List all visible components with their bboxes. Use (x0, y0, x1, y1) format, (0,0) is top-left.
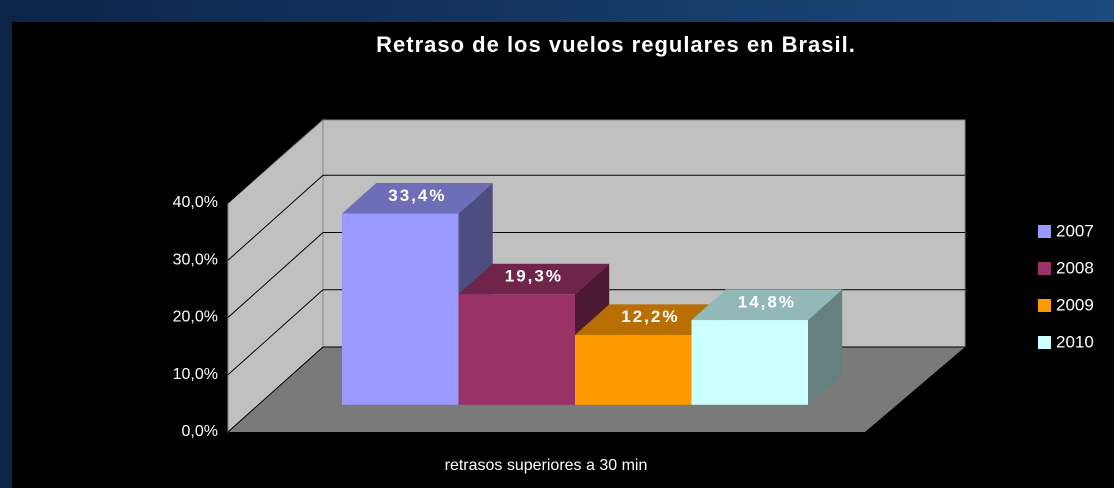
y-tick-label: 10,0% (173, 366, 218, 383)
bar (575, 334, 692, 405)
y-tick-label: 0,0% (182, 423, 218, 440)
grid-line (227, 232, 324, 318)
y-tick-label: 40,0% (173, 194, 218, 211)
bar (458, 294, 575, 405)
bar-top (691, 289, 843, 321)
grid-line (227, 289, 324, 376)
bar-side (808, 289, 843, 405)
chart-title: Retraso de los vuelos regulares en Brasi… (376, 32, 856, 57)
y-tick-label: 20,0% (173, 309, 218, 326)
bar-top (458, 263, 610, 295)
x-axis-label: retrasos superiores a 30 min (445, 457, 648, 474)
bar (691, 320, 808, 405)
bar (342, 213, 459, 405)
legend-swatch (1038, 299, 1051, 312)
legend-label: 2010 (1056, 332, 1094, 351)
y-tick-label: 30,0% (173, 251, 218, 268)
grid-line (227, 117, 324, 204)
bar-top (342, 182, 493, 214)
legend-label: 2008 (1056, 258, 1094, 277)
grid-line (227, 346, 324, 433)
legend-swatch (1038, 225, 1051, 238)
data-label: 33,4% (388, 186, 446, 205)
legend-swatch (1038, 262, 1051, 275)
data-label: 19,3% (505, 266, 563, 285)
data-label: 14,8% (738, 292, 796, 311)
grid-line (227, 174, 324, 261)
legend-label: 2009 (1056, 295, 1094, 314)
bar-top (575, 304, 726, 335)
legend-swatch (1038, 336, 1051, 349)
data-label: 12,2% (621, 307, 679, 326)
legend-label: 2007 (1056, 221, 1094, 240)
